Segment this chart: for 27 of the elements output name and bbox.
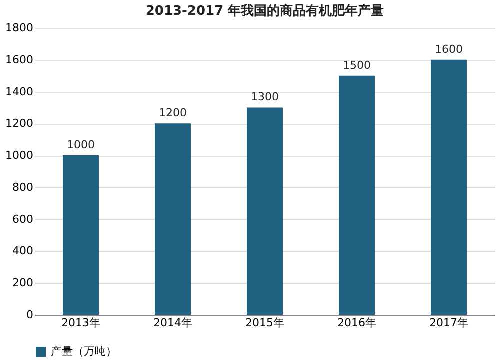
data-label: 1500	[343, 58, 371, 72]
y-tick-label: 400	[12, 244, 34, 258]
x-tick-label: 2016年	[338, 316, 376, 330]
x-tick-label: 2017年	[430, 316, 468, 330]
y-tick-label: 1000	[6, 149, 34, 162]
x-tick-label: 2014年	[154, 316, 192, 330]
x-tick-label: 2013年	[62, 316, 100, 330]
data-label: 1600	[435, 42, 463, 56]
y-tick-label: 0	[26, 308, 34, 322]
y-tick-label: 1800	[6, 22, 34, 34]
y-tick-label: 1400	[6, 85, 34, 98]
bar	[247, 108, 283, 315]
y-tick-label: 800	[12, 180, 34, 194]
bar	[431, 60, 467, 315]
data-label: 1300	[251, 90, 279, 104]
y-tick-label: 1600	[6, 53, 34, 66]
chart-title: 2013-2017 年我国的商品有机肥年产量	[146, 3, 384, 19]
data-label: 1200	[159, 106, 187, 120]
y-tick-label: 600	[12, 212, 34, 226]
bar	[63, 156, 99, 315]
bar	[155, 124, 191, 315]
bar	[339, 76, 375, 315]
x-tick-label: 2015年	[246, 316, 284, 330]
legend-label: 产量（万吨）	[51, 345, 117, 358]
y-tick-label: 1200	[6, 117, 34, 130]
data-label: 1000	[67, 138, 95, 152]
y-tick-label: 200	[12, 276, 34, 290]
